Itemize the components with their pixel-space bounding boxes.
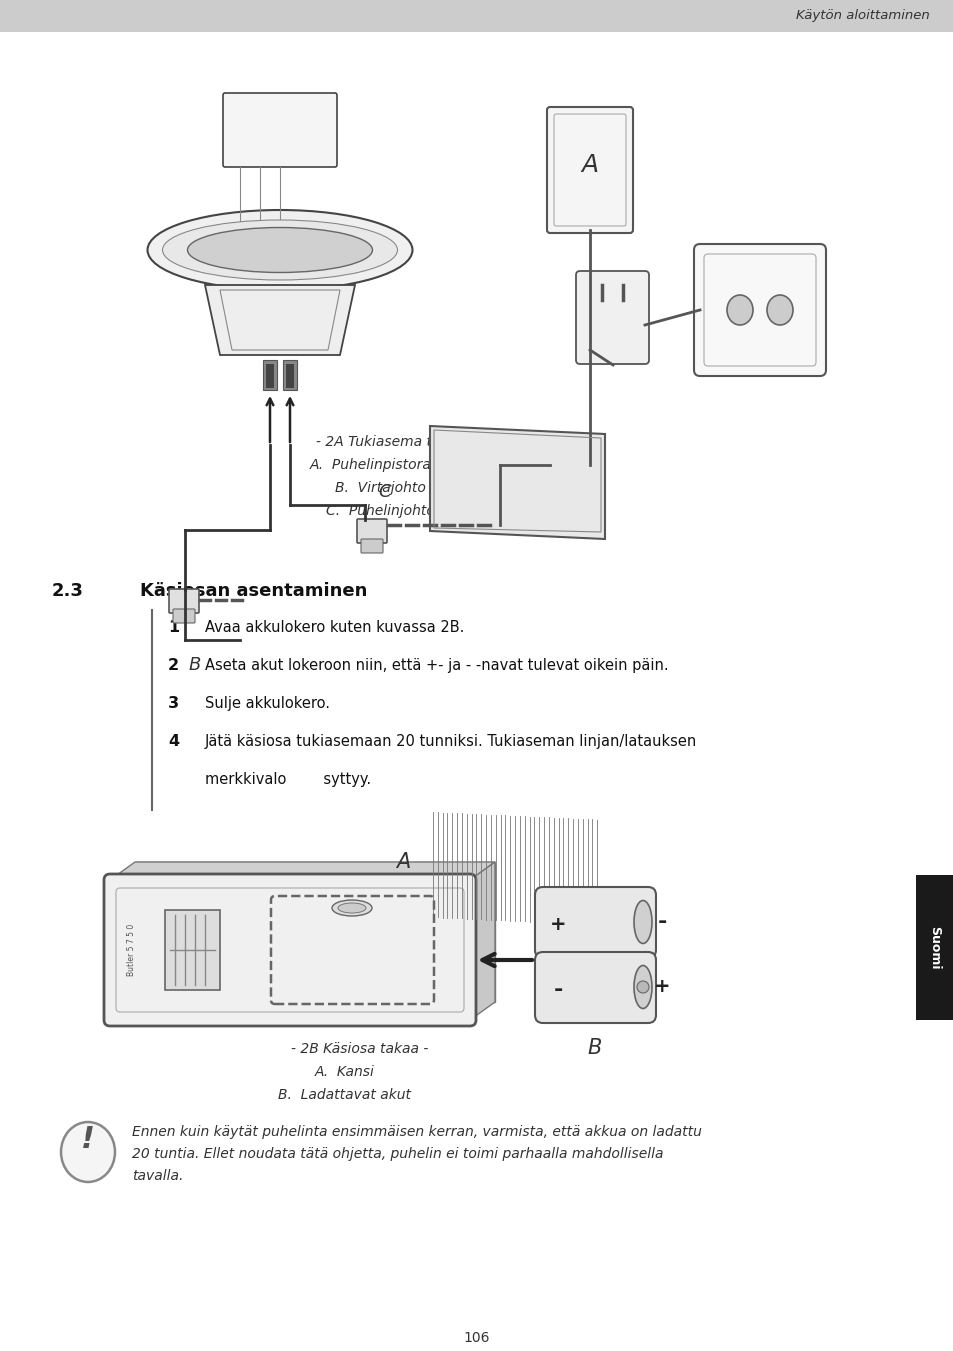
Ellipse shape (337, 902, 366, 913)
Text: +: + (653, 978, 670, 997)
Text: Suomi: Suomi (927, 927, 941, 970)
Polygon shape (205, 285, 355, 355)
Text: 3: 3 (168, 696, 179, 711)
Text: 4: 4 (168, 734, 179, 748)
Text: B.  Ladattavat akut: B. Ladattavat akut (278, 1088, 411, 1102)
Text: 106: 106 (463, 1331, 490, 1346)
Ellipse shape (332, 900, 372, 916)
FancyBboxPatch shape (356, 519, 387, 543)
Bar (915, 875, 953, 1020)
Text: -: - (553, 979, 562, 1000)
Text: C.  Puhelinjohto: C. Puhelinjohto (325, 504, 434, 517)
Bar (0, 0, 953, 32)
Ellipse shape (162, 220, 397, 280)
Text: B.  Virtajohto: B. Virtajohto (335, 481, 425, 494)
Bar (266, 363, 274, 388)
FancyBboxPatch shape (223, 93, 336, 168)
FancyBboxPatch shape (360, 539, 382, 553)
Ellipse shape (634, 966, 651, 1008)
Text: Aseta akut lokeroon niin, että +- ja - -navat tulevat oikein päin.: Aseta akut lokeroon niin, että +- ja - -… (205, 658, 668, 673)
Polygon shape (430, 426, 604, 539)
Ellipse shape (61, 1121, 115, 1182)
Text: merkkivalo        syttyy.: merkkivalo syttyy. (205, 771, 371, 788)
Polygon shape (135, 862, 495, 1002)
FancyBboxPatch shape (576, 272, 648, 363)
Polygon shape (470, 862, 495, 1020)
Text: C: C (378, 484, 391, 501)
Text: Avaa akkulokero kuten kuvassa 2B.: Avaa akkulokero kuten kuvassa 2B. (205, 620, 464, 635)
Text: tavalla.: tavalla. (132, 1169, 183, 1183)
Text: B: B (587, 1038, 601, 1058)
Text: Butler 5 7 5 0: Butler 5 7 5 0 (128, 924, 136, 977)
FancyBboxPatch shape (546, 107, 633, 232)
Text: B: B (189, 657, 201, 674)
Text: !: ! (81, 1124, 95, 1154)
Circle shape (637, 981, 648, 993)
Text: 2: 2 (168, 658, 179, 673)
Text: +: + (549, 916, 566, 935)
FancyBboxPatch shape (535, 952, 656, 1023)
Bar (263, 359, 276, 390)
Ellipse shape (726, 295, 752, 326)
Text: Käytön aloittaminen: Käytön aloittaminen (796, 9, 929, 23)
Text: 2.3: 2.3 (52, 582, 84, 600)
Text: 20 tuntia. Ellet noudata tätä ohjetta, puhelin ei toimi parhaalla mahdollisella: 20 tuntia. Ellet noudata tätä ohjetta, p… (132, 1147, 662, 1161)
FancyBboxPatch shape (535, 888, 656, 958)
FancyBboxPatch shape (172, 609, 194, 623)
Ellipse shape (766, 295, 792, 326)
Text: A: A (580, 153, 598, 177)
Bar (283, 359, 296, 390)
Ellipse shape (188, 227, 372, 273)
Text: Jätä käsiosa tukiasemaan 20 tunniksi. Tukiaseman linjan/latauksen: Jätä käsiosa tukiasemaan 20 tunniksi. Tu… (205, 734, 697, 748)
Polygon shape (110, 862, 495, 880)
Text: Ennen kuin käytät puhelinta ensimmäisen kerran, varmista, että akkua on ladattu: Ennen kuin käytät puhelinta ensimmäisen … (132, 1125, 701, 1139)
Bar (286, 363, 294, 388)
FancyBboxPatch shape (104, 874, 476, 1025)
Ellipse shape (634, 901, 651, 943)
Text: 1: 1 (168, 620, 179, 635)
FancyBboxPatch shape (169, 589, 199, 613)
Text: -: - (657, 912, 666, 932)
Text: A.  Puhelinpistorasia: A. Puhelinpistorasia (309, 458, 450, 471)
Text: Käsiosan asentaminen: Käsiosan asentaminen (140, 582, 367, 600)
Text: Sulje akkulokero.: Sulje akkulokero. (205, 696, 330, 711)
Text: A.  Kansi: A. Kansi (314, 1065, 375, 1079)
Bar (165, 911, 220, 990)
FancyBboxPatch shape (693, 245, 825, 376)
Text: - 2B Käsiosa takaa -: - 2B Käsiosa takaa - (291, 1042, 428, 1056)
Text: A: A (395, 852, 410, 871)
Ellipse shape (148, 209, 412, 290)
Text: - 2A Tukiasema takaa -: - 2A Tukiasema takaa - (315, 435, 474, 449)
